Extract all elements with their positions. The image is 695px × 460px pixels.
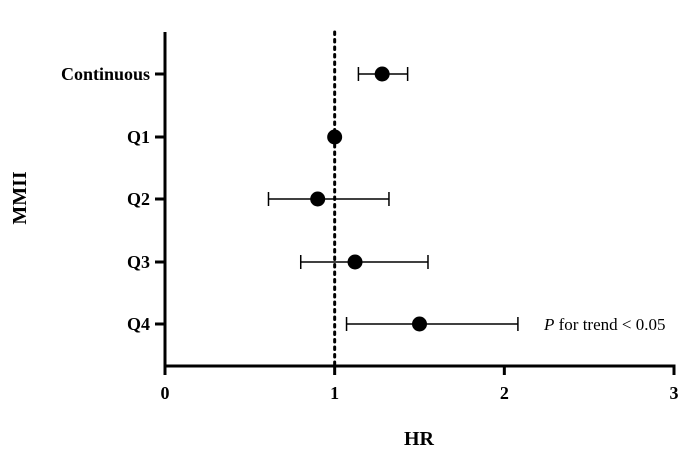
hr-point xyxy=(374,66,390,82)
trend-annotation-rest: for trend < 0.05 xyxy=(554,315,665,334)
data-marks xyxy=(267,66,519,332)
y-tick-label: Q4 xyxy=(127,314,150,334)
y-tick-label: Q2 xyxy=(127,189,150,209)
hr-point xyxy=(347,254,363,270)
hr-point xyxy=(412,316,427,332)
x-tick-label: 3 xyxy=(670,383,679,403)
x-axis-title: HR xyxy=(404,428,435,450)
y-tick-label: Q3 xyxy=(127,252,150,272)
x-tick-label: 1 xyxy=(330,383,339,403)
y-axis-title: MMII xyxy=(9,171,31,225)
x-tick-label: 2 xyxy=(500,383,509,403)
y-tick-label: Continuous xyxy=(61,64,150,84)
trend-annotation-italic: P xyxy=(543,315,554,334)
hr-point xyxy=(327,129,343,145)
labels: HR MMII P for trend < 0.05 xyxy=(9,171,665,450)
axes: 0 1 2 3 Continuous Q1 Q2 Q3 Q4 xyxy=(61,32,679,403)
trend-annotation: P for trend < 0.05 xyxy=(543,315,665,334)
x-tick-label: 0 xyxy=(161,383,170,403)
y-tick-label: Q1 xyxy=(127,127,150,147)
hr-point xyxy=(310,191,326,207)
